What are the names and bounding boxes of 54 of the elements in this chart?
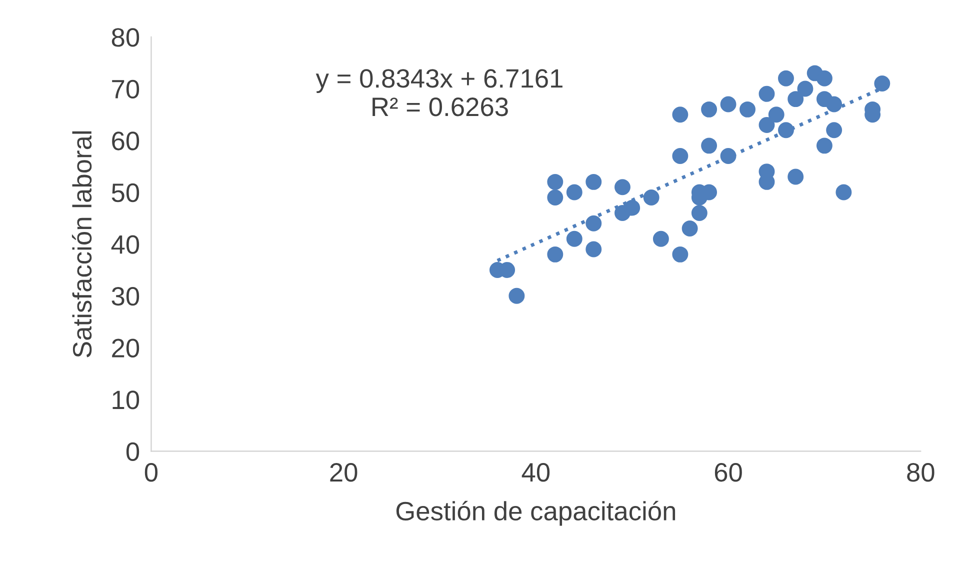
- point: [758, 116, 775, 133]
- x-tick-label: 40: [522, 463, 550, 482]
- point: [682, 220, 698, 237]
- point: [720, 148, 736, 164]
- point: [547, 246, 564, 262]
- point: [586, 174, 602, 190]
- y-tick-label: 70: [112, 80, 140, 99]
- y-tick-label: 20: [112, 338, 140, 358]
- point: [652, 230, 669, 247]
- annotation: y = 0.8343x + 6.7161 R² = 0.6263: [316, 69, 562, 116]
- point: [788, 168, 804, 185]
- point: [566, 230, 582, 247]
- point: [768, 106, 784, 123]
- y-tick-label: 50: [112, 183, 140, 202]
- x-tick-label: 0: [144, 463, 158, 482]
- point: [701, 101, 718, 118]
- point: [778, 122, 794, 138]
- y-tick-label: 0: [126, 442, 140, 462]
- point: [720, 96, 736, 112]
- point: [788, 91, 804, 108]
- point: [624, 200, 640, 216]
- point: [547, 174, 564, 190]
- point: [672, 106, 688, 123]
- point: [874, 76, 890, 92]
- point: [836, 184, 852, 200]
- y-tick-label: 60: [112, 132, 140, 150]
- point: [778, 70, 794, 86]
- point: [691, 205, 708, 221]
- point: [586, 215, 602, 232]
- point: [672, 246, 688, 262]
- point: [508, 288, 525, 304]
- point: [816, 70, 832, 86]
- point: [816, 138, 832, 154]
- point: [740, 101, 756, 118]
- point: [701, 138, 718, 154]
- x-tick-label: 60: [714, 463, 742, 482]
- y-tick-label: 30: [112, 286, 140, 306]
- point: [758, 86, 775, 102]
- point: [586, 241, 602, 258]
- x-axis-title: Gestión de capacitación: [396, 500, 676, 526]
- y-tick-label: 10: [112, 390, 140, 410]
- y-axis-title: Satisfacción laboral: [72, 131, 92, 358]
- point: [547, 189, 564, 206]
- point: [797, 80, 814, 97]
- x-tick-label: 80: [907, 463, 934, 482]
- point: [614, 179, 630, 196]
- point: [826, 96, 842, 112]
- point: [643, 189, 660, 206]
- x-tick-label: 20: [330, 463, 358, 482]
- y-tick-label: 40: [111, 235, 140, 254]
- point: [672, 148, 688, 164]
- y-tick-label: 80: [112, 28, 140, 47]
- point: [566, 184, 582, 200]
- point: [826, 122, 842, 138]
